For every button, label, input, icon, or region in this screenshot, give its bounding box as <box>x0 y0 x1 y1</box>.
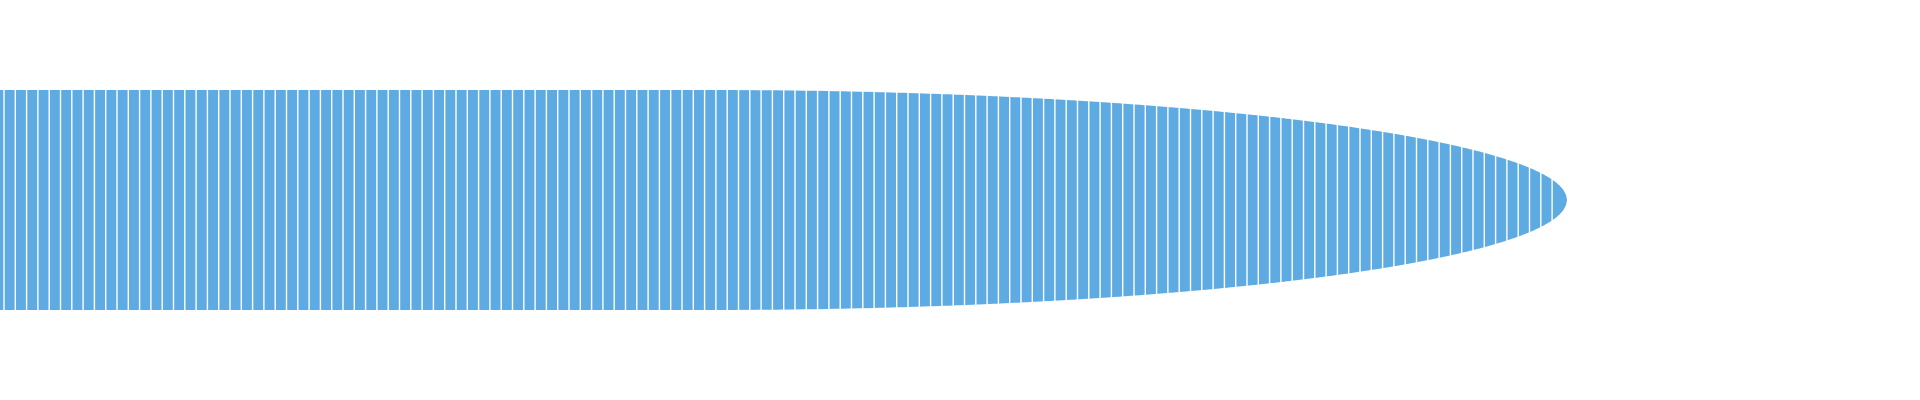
sample-gaps <box>3 89 1553 311</box>
